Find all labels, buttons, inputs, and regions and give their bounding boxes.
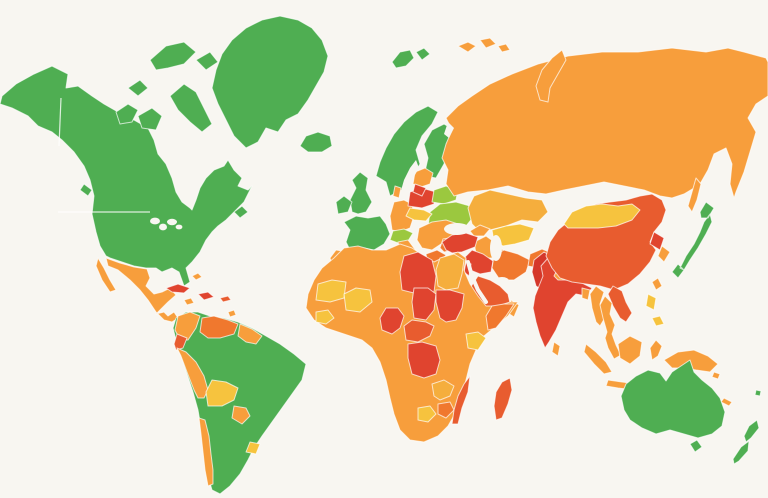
region-egypt[interactable]: [435, 253, 465, 291]
region-bahamas[interactable]: [191, 272, 203, 281]
region-ecuador[interactable]: [173, 333, 188, 351]
region-uruguay[interactable]: [245, 441, 261, 455]
region-iran[interactable]: [491, 249, 531, 281]
region-australia[interactable]: [620, 359, 726, 439]
region-denmark[interactable]: [392, 185, 402, 199]
white-sea: [444, 122, 454, 138]
region-tasmania[interactable]: [689, 439, 703, 453]
black-sea: [444, 223, 470, 235]
region-paraguay[interactable]: [231, 405, 251, 425]
region-sumatra[interactable]: [583, 343, 613, 375]
region-peru[interactable]: [176, 347, 209, 399]
region-drc[interactable]: [407, 341, 441, 379]
region-lithuania[interactable]: [412, 183, 427, 197]
region-bolivia[interactable]: [205, 379, 239, 407]
region-chad[interactable]: [411, 287, 437, 321]
persian-gulf: [495, 277, 509, 285]
region-new-zealand[interactable]: [732, 419, 760, 465]
region-new-caledonia[interactable]: [720, 397, 733, 407]
region-puerto-rico[interactable]: [219, 295, 232, 303]
region-iceland[interactable]: [299, 131, 333, 153]
region-borneo[interactable]: [617, 335, 643, 365]
region-guinea[interactable]: [315, 309, 335, 325]
region-syria-iraq[interactable]: [464, 249, 494, 275]
great-lake-huron-erie: [167, 218, 177, 226]
region-cuba[interactable]: [165, 283, 191, 294]
region-chile[interactable]: [198, 417, 214, 487]
region-sulawesi[interactable]: [649, 339, 663, 361]
region-madagascar[interactable]: [493, 377, 513, 421]
region-svalbard[interactable]: [391, 47, 431, 69]
region-russia[interactable]: [441, 47, 768, 199]
great-lake-ontario: [175, 224, 183, 230]
region-guyanas[interactable]: [237, 323, 263, 345]
region-sudan[interactable]: [435, 289, 465, 323]
region-mexico-central-america[interactable]: [105, 257, 179, 323]
region-thailand[interactable]: [599, 295, 622, 360]
caspian-sea: [490, 235, 502, 261]
great-lake-superior: [150, 217, 160, 225]
region-north-korea[interactable]: [649, 231, 665, 251]
region-jamaica[interactable]: [183, 297, 195, 306]
region-philippines[interactable]: [645, 293, 665, 327]
region-hispaniola[interactable]: [197, 291, 215, 301]
region-uk[interactable]: [349, 171, 373, 215]
region-mali[interactable]: [343, 287, 373, 313]
region-myanmar[interactable]: [589, 285, 607, 327]
region-solomons[interactable]: [711, 371, 721, 380]
region-mozambique[interactable]: [451, 375, 471, 425]
region-car-cameroon[interactable]: [403, 319, 435, 343]
region-south-korea[interactable]: [657, 245, 671, 263]
region-japan[interactable]: [671, 201, 715, 279]
region-sakhalin[interactable]: [687, 177, 702, 213]
region-venezuela[interactable]: [199, 315, 239, 339]
region-mongolia[interactable]: [563, 203, 641, 229]
region-taiwan[interactable]: [651, 277, 663, 291]
region-ireland[interactable]: [335, 195, 353, 215]
region-botswana[interactable]: [417, 405, 437, 423]
baltic-sea: [400, 160, 419, 198]
region-somalia[interactable]: [485, 303, 515, 331]
red-sea: [466, 260, 488, 304]
region-franz-josef[interactable]: [457, 37, 511, 53]
region-arctic-islands[interactable]: [115, 41, 219, 133]
region-czech-slovakia[interactable]: [405, 207, 433, 222]
region-kenya[interactable]: [465, 331, 487, 351]
regions-layer: [0, 15, 768, 495]
region-mauritania[interactable]: [315, 279, 347, 303]
region-sri-lanka[interactable]: [551, 341, 561, 357]
region-novaya-zemlya[interactable]: [535, 49, 567, 103]
region-fiji[interactable]: [754, 389, 762, 397]
region-zambia[interactable]: [431, 379, 455, 401]
region-zimbabwe[interactable]: [437, 401, 455, 419]
inland-seas-layer: [150, 122, 509, 304]
region-greenland[interactable]: [211, 15, 329, 149]
border-lines-layer: [58, 97, 150, 213]
region-trinidad[interactable]: [227, 309, 237, 318]
region-bangladesh[interactable]: [581, 287, 591, 301]
region-central-asia[interactable]: [491, 223, 535, 247]
region-nigeria[interactable]: [379, 307, 405, 335]
great-lake-michigan: [159, 223, 167, 231]
region-baja[interactable]: [95, 257, 117, 293]
alaska-border-line: [58, 97, 62, 147]
